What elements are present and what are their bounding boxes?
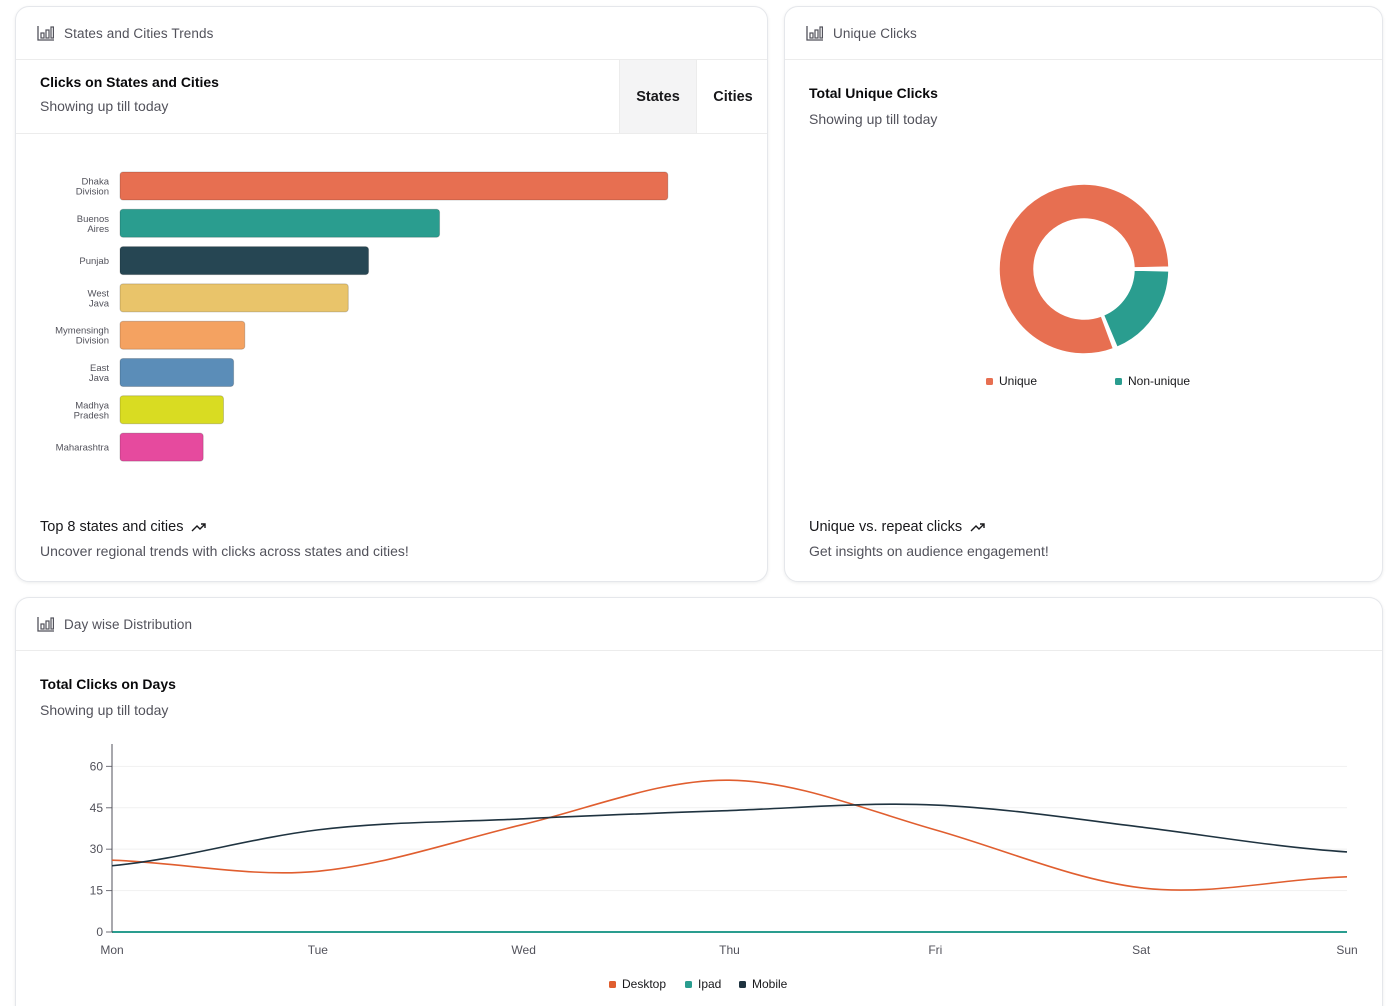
bar-chart-icon bbox=[37, 617, 55, 632]
bar-3 bbox=[119, 283, 349, 313]
unique-footer-title-text: Unique vs. repeat clicks bbox=[809, 519, 963, 535]
bar-0 bbox=[119, 171, 669, 201]
unique-chart-subtitle: Showing up till today bbox=[809, 111, 938, 127]
bar-5 bbox=[119, 358, 235, 387]
donut-slice-non-unique bbox=[1102, 269, 1170, 349]
trending-up-icon bbox=[970, 523, 985, 532]
trending-up-icon bbox=[191, 523, 207, 532]
unique-donut-chart bbox=[998, 183, 1170, 355]
bar-6 bbox=[119, 395, 224, 425]
days-chart-title: Total Clicks on Days bbox=[40, 676, 176, 692]
donut-slice-unique bbox=[998, 183, 1170, 355]
legend-unique-swatch bbox=[986, 377, 993, 385]
x-tick-label-5: Sat bbox=[1132, 943, 1151, 957]
states-card-header: States and Cities Trends bbox=[16, 7, 767, 60]
legend-desktop-swatch bbox=[609, 980, 616, 988]
x-tick-label-0: Mon bbox=[100, 943, 123, 957]
unique-footer-title: Unique vs. repeat clicks bbox=[809, 519, 986, 535]
days-chart-subtitle: Showing up till today bbox=[40, 702, 169, 718]
unique-card-header: Unique Clicks bbox=[785, 7, 1382, 60]
states-header-divider bbox=[16, 133, 767, 134]
bar-label-6: Madhya Pradesh bbox=[74, 400, 110, 421]
legend-mobile: Mobile bbox=[739, 977, 787, 991]
legend-unique-label: Unique bbox=[999, 374, 1038, 388]
states-chart-title: Clicks on States and Cities bbox=[40, 74, 219, 90]
states-chart-subtitle: Showing up till today bbox=[40, 98, 169, 114]
bar-2 bbox=[119, 246, 370, 276]
legend-desktop-label: Desktop bbox=[622, 977, 667, 991]
bar-label-1: Buenos Aires bbox=[77, 214, 109, 235]
states-cities-card: States and Cities Trends Clicks on State… bbox=[15, 6, 768, 582]
legend-non-unique-swatch bbox=[1115, 377, 1122, 385]
legend-non-unique: Non-unique bbox=[1115, 374, 1190, 388]
states-card-header-title: States and Cities Trends bbox=[64, 25, 214, 41]
y-tick-label-4: 60 bbox=[90, 759, 104, 773]
legend-ipad-label: Ipad bbox=[698, 977, 722, 991]
legend-unique: Unique bbox=[986, 374, 1037, 388]
legend-mobile-swatch bbox=[739, 980, 746, 988]
y-tick-label-2: 30 bbox=[90, 842, 104, 856]
legend-mobile-label: Mobile bbox=[752, 977, 788, 991]
legend-ipad-swatch bbox=[685, 980, 692, 988]
days-line-chart: 0 15 30 45 60 Mon Tue Wed Thu Fri Sat Sun bbox=[90, 744, 1358, 957]
days-card-header: Day wise Distribution bbox=[16, 598, 1382, 651]
bar-1 bbox=[119, 208, 441, 238]
bar-label-2: Punjab bbox=[79, 256, 109, 267]
unique-clicks-card: Unique Clicks Total Unique Clicks Showin… bbox=[784, 6, 1383, 582]
series-line-mobile bbox=[111, 803, 1348, 867]
legend-non-unique-label: Non-unique bbox=[1128, 374, 1191, 388]
legend-desktop: Desktop bbox=[609, 977, 666, 991]
unique-card-header-title: Unique Clicks bbox=[833, 25, 917, 41]
states-footer-title: Top 8 states and cities bbox=[40, 519, 207, 535]
unique-footer-subtitle: Get insights on audience engagement! bbox=[809, 543, 1049, 559]
x-tick-label-1: Tue bbox=[308, 943, 329, 957]
tab-cities[interactable]: Cities bbox=[696, 60, 767, 134]
bar-chart-icon bbox=[806, 26, 824, 41]
x-tick-label-2: Wed bbox=[511, 943, 535, 957]
bar-label-7: Maharashtra bbox=[56, 443, 110, 454]
day-wise-card: Day wise Distribution Total Clicks on Da… bbox=[15, 597, 1383, 1006]
x-tick-label-4: Fri bbox=[928, 943, 942, 957]
bar-chart-icon bbox=[37, 26, 55, 41]
y-tick-label-3: 45 bbox=[90, 801, 104, 815]
bar-label-4: Mymensingh Division bbox=[55, 326, 109, 347]
states-footer-subtitle: Uncover regional trends with clicks acro… bbox=[40, 543, 409, 559]
bar-label-5: East Java bbox=[89, 363, 110, 384]
bar-4 bbox=[119, 320, 246, 350]
y-tick-label-0: 0 bbox=[96, 925, 103, 939]
states-footer-title-text: Top 8 states and cities bbox=[40, 519, 184, 535]
bar-label-0: Dhaka Division bbox=[76, 177, 110, 198]
states-bar-chart: Dhaka Division Buenos Aires Punjab West Java My… bbox=[55, 171, 669, 462]
x-tick-label-6: Sun bbox=[1336, 943, 1357, 957]
legend-ipad: Ipad bbox=[685, 977, 721, 991]
bar-7 bbox=[119, 432, 204, 462]
series-line-desktop bbox=[111, 779, 1348, 891]
x-tick-label-3: Thu bbox=[719, 943, 740, 957]
y-tick-label-1: 15 bbox=[90, 884, 104, 898]
bar-label-3: West Java bbox=[88, 288, 110, 309]
days-card-header-title: Day wise Distribution bbox=[64, 616, 193, 632]
tab-states[interactable]: States bbox=[619, 60, 696, 134]
unique-chart-title: Total Unique Clicks bbox=[809, 85, 938, 101]
